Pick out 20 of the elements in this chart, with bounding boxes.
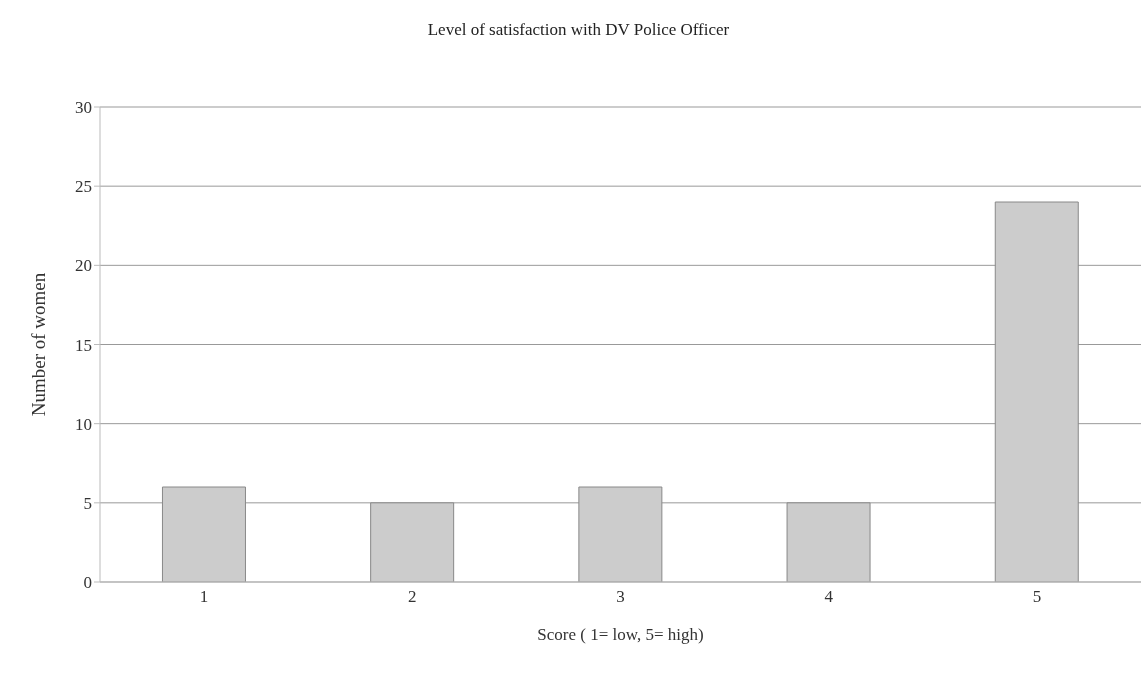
- y-tick-label: 25: [75, 177, 92, 197]
- bar: [994, 201, 1079, 582]
- bar: [370, 502, 455, 582]
- x-tick-label: 4: [824, 587, 834, 607]
- x-tick-label: 3: [616, 587, 625, 607]
- y-tick-label: 5: [83, 493, 92, 513]
- y-tick-label: 20: [75, 256, 92, 276]
- x-tick-label: 1: [199, 587, 209, 607]
- bar: [786, 502, 871, 582]
- y-tick-label: 15: [75, 335, 92, 355]
- chart-title: Level of satisfaction with DV Police Officer: [426, 20, 731, 40]
- x-tick-label: 5: [1032, 587, 1042, 607]
- x-tick-label: 2: [408, 587, 417, 607]
- y-tick-label: 0: [83, 573, 92, 593]
- y-tick-label: 30: [75, 98, 92, 118]
- y-tick-label: 10: [75, 414, 92, 434]
- bar: [161, 486, 246, 582]
- x-axis-title: Score ( 1= low, 5= high): [537, 625, 704, 644]
- bar: [578, 486, 663, 582]
- y-axis-title: Number of women: [27, 272, 49, 417]
